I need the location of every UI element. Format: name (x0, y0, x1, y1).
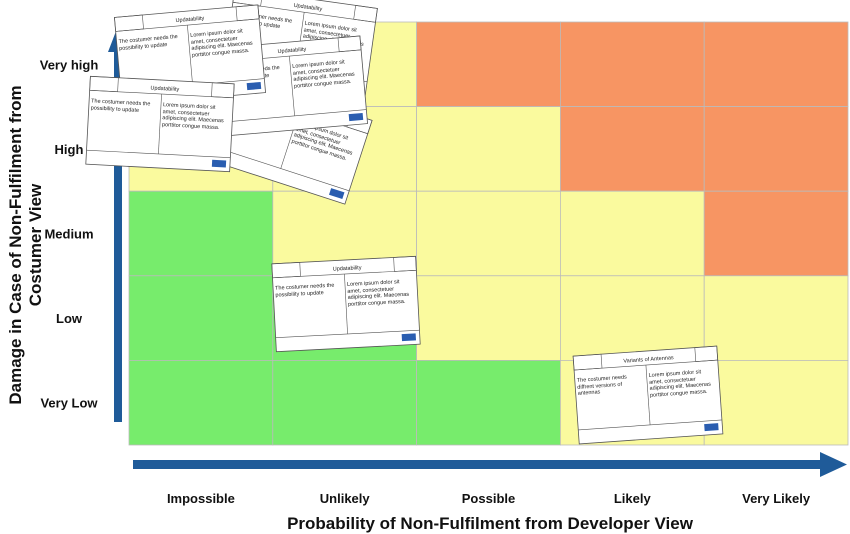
column-label: Very Likely (742, 491, 811, 506)
card-divider (158, 94, 162, 154)
card-logo (328, 188, 345, 200)
matrix-cell (128, 275, 274, 361)
card-divider (86, 149, 231, 159)
matrix-cell (703, 190, 849, 277)
column-label: Likely (614, 491, 652, 506)
matrix-cell (416, 106, 561, 192)
matrix-cell (416, 21, 561, 107)
row-label: Medium (44, 227, 93, 242)
card-logo (348, 112, 364, 122)
card-text: Lorem ipsum dolor sit amet, consectetuer… (292, 59, 355, 90)
matrix-cell (560, 190, 705, 277)
matrix-cell (560, 275, 705, 361)
card: Updatability The costumer needs the possi… (85, 75, 235, 173)
matrix-cell (272, 359, 417, 446)
card-divider (222, 109, 367, 123)
card-divider (187, 25, 193, 85)
matrix-cell (703, 106, 849, 192)
column-label: Possible (462, 491, 515, 506)
row-label: Very Low (40, 396, 98, 411)
card-text-box: The costumer needs diffrent versions of … (576, 374, 628, 397)
card-divider (344, 274, 348, 334)
matrix-cell (416, 190, 561, 277)
card-logo (704, 423, 719, 432)
card: Updatability The costumer needs the possi… (271, 255, 421, 353)
card-divider (645, 365, 651, 425)
card-divider (275, 329, 420, 339)
matrix-cell (703, 21, 849, 107)
matrix-cell (416, 359, 561, 446)
column-label: Unlikely (320, 491, 371, 506)
card-title: Updatability (277, 47, 306, 56)
card-text-box: The costumer needs the possibility to up… (90, 98, 151, 114)
card-text-box: Lorem ipsum dolor sit amet, consectetuer… (346, 279, 410, 308)
card-text-box: Lorem ipsum dolor sit amet, consectetuer… (190, 28, 253, 59)
row-label: Very high (40, 57, 99, 72)
card-title: Updatability (333, 265, 362, 273)
card-text-box: The costumer needs the possibility to up… (274, 282, 335, 299)
matrix-cell (128, 359, 274, 446)
card-text: Lorem ipsum dolor sit amet, consectetuer… (648, 369, 712, 399)
card-title: Updatability (175, 16, 204, 25)
matrix-cell (703, 359, 849, 446)
card-title: Updatability (150, 85, 179, 93)
card-title: Variants of Antennas (623, 355, 674, 365)
card-text: The costumer needs the possibility to up… (90, 98, 151, 114)
row-label: Low (56, 311, 83, 326)
y-axis-title: Damage in Case of Non-Fulfilment fromCos… (6, 85, 45, 404)
card-logo (401, 333, 417, 342)
card-text: The costumer needs diffrent versions of … (576, 374, 628, 397)
card-divider (212, 145, 350, 192)
card-text-box: Lorem ipsum dolor sit amet, consectetuer… (161, 102, 224, 131)
card-text: Lorem ipsum dolor sit amet, consectetuer… (161, 102, 224, 131)
x-arrow-shaft (133, 460, 823, 469)
column-label: Impossible (167, 491, 235, 506)
matrix-cell (560, 21, 705, 107)
x-arrow-head (820, 452, 847, 477)
card-text: Lorem ipsum dolor sit amet, consectetuer… (190, 28, 253, 59)
y-arrow-shaft (114, 50, 122, 422)
card-text-box: Lorem ipsum dolor sit amet, consectetuer… (292, 59, 355, 90)
matrix-cell (560, 106, 705, 192)
card-text: The costumer needs the possibility to up… (274, 282, 335, 299)
card: Variants of Antennas The costumer needs d… (572, 345, 724, 445)
card-title: Updatability (293, 3, 323, 13)
card-text-box: Lorem ipsum dolor sit amet, consectetuer… (648, 369, 712, 399)
card-text: Lorem ipsum dolor sit amet, consectetuer… (346, 279, 410, 308)
matrix-cell (128, 190, 274, 277)
card-divider (289, 56, 295, 116)
card-logo (246, 81, 262, 91)
card-logo (211, 159, 227, 168)
matrix-cell (416, 275, 561, 361)
card-divider (578, 419, 722, 431)
row-label: High (55, 142, 84, 157)
matrix-cell (703, 275, 849, 361)
card-divider (272, 269, 417, 279)
x-axis-title: Probability of Non-Fulfilment from Devel… (287, 514, 694, 533)
